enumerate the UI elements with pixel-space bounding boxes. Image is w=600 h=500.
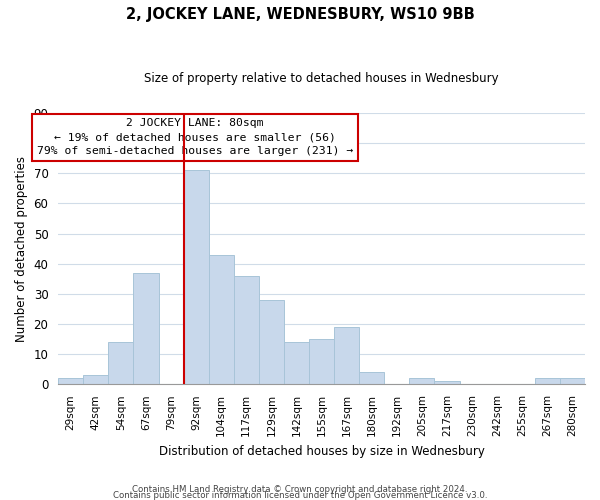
Y-axis label: Number of detached properties: Number of detached properties [15,156,28,342]
Bar [284,342,309,384]
Bar [409,378,434,384]
Bar [58,378,83,384]
X-axis label: Distribution of detached houses by size in Wednesbury: Distribution of detached houses by size … [158,444,485,458]
Bar [83,376,109,384]
Bar [359,372,384,384]
Bar [133,273,158,384]
Text: Contains public sector information licensed under the Open Government Licence v3: Contains public sector information licen… [113,490,487,500]
Text: Contains HM Land Registry data © Crown copyright and database right 2024.: Contains HM Land Registry data © Crown c… [132,484,468,494]
Bar [560,378,585,384]
Bar [334,327,359,384]
Bar [234,276,259,384]
Bar [535,378,560,384]
Text: 2, JOCKEY LANE, WEDNESBURY, WS10 9BB: 2, JOCKEY LANE, WEDNESBURY, WS10 9BB [125,8,475,22]
Title: Size of property relative to detached houses in Wednesbury: Size of property relative to detached ho… [144,72,499,86]
Text: 2 JOCKEY LANE: 80sqm
← 19% of detached houses are smaller (56)
79% of semi-detac: 2 JOCKEY LANE: 80sqm ← 19% of detached h… [37,118,353,156]
Bar [184,170,209,384]
Bar [259,300,284,384]
Bar [434,382,460,384]
Bar [209,254,234,384]
Bar [109,342,133,384]
Bar [309,339,334,384]
